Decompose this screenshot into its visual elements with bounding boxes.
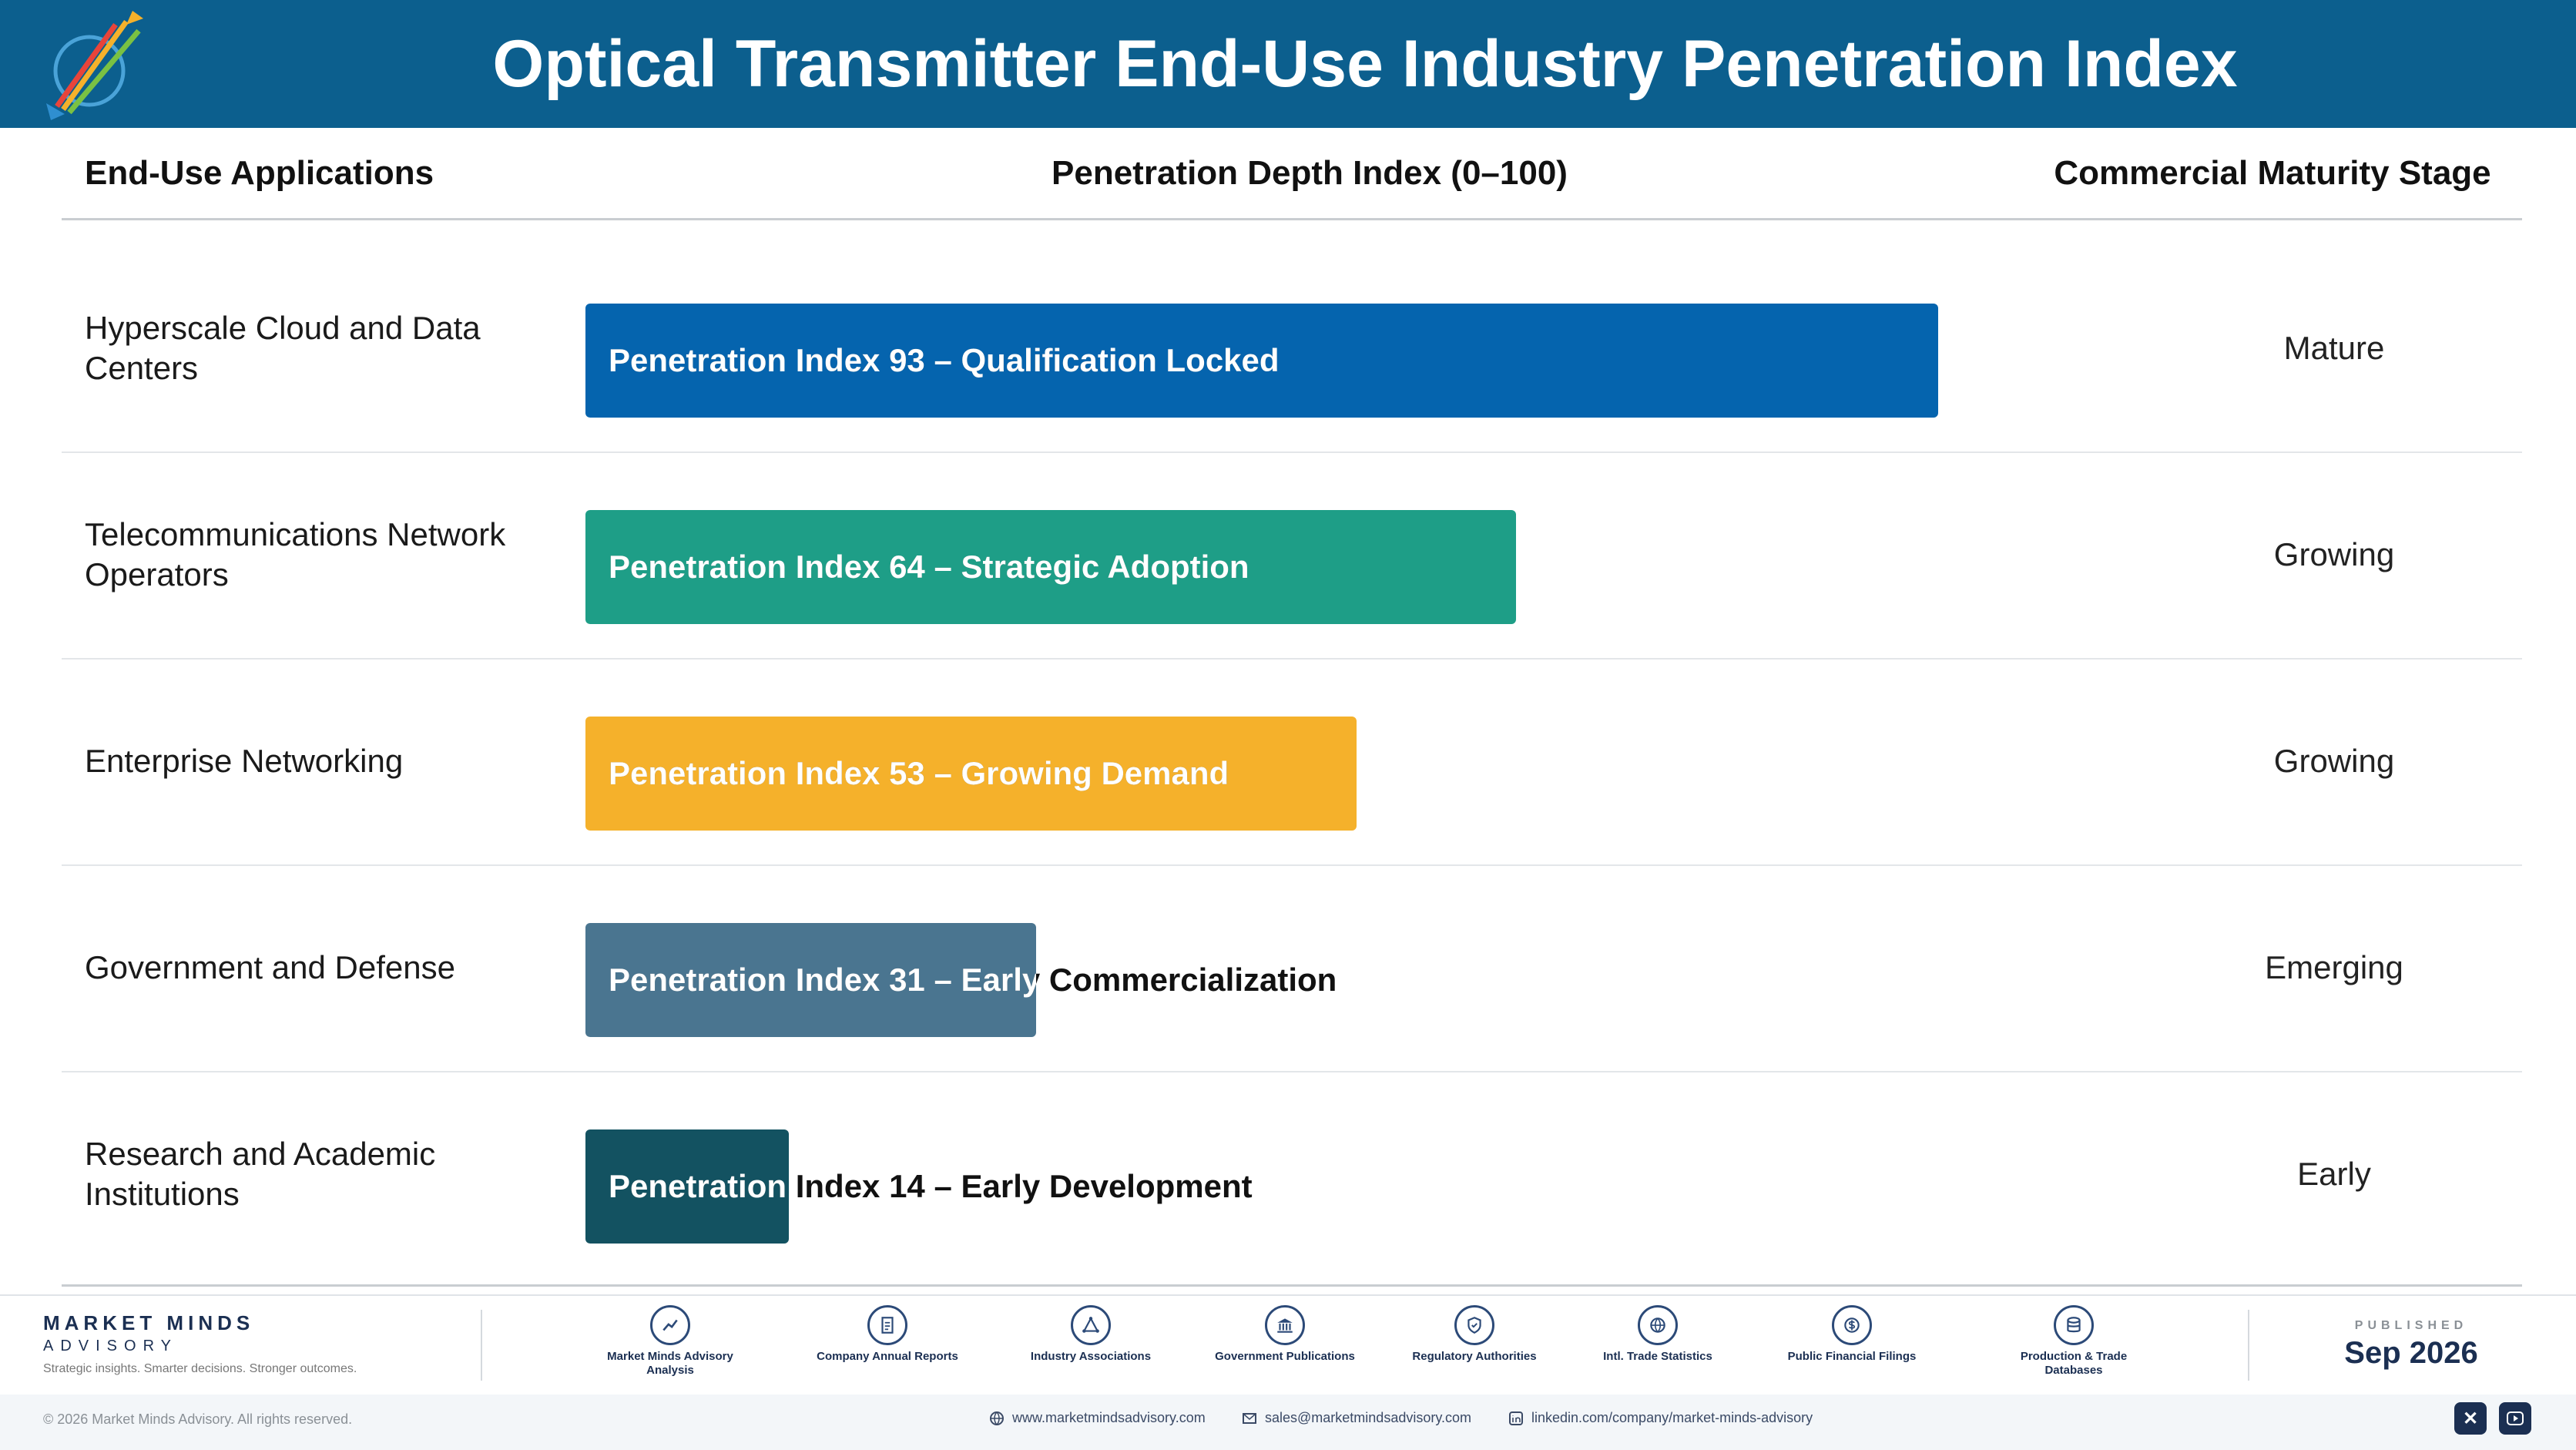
source-item: Government Publications bbox=[1212, 1305, 1358, 1364]
source-item: Intl. Trade Statistics bbox=[1585, 1305, 1731, 1364]
category-label: Government and Defense bbox=[85, 949, 455, 985]
category-label: Research and Academic Institutions bbox=[85, 1136, 436, 1212]
column-header-index: Penetration Depth Index (0–100) bbox=[1052, 154, 1568, 192]
network-icon bbox=[1071, 1305, 1111, 1345]
source-label: Government Publications bbox=[1215, 1350, 1355, 1363]
email-link[interactable]: sales@marketmindsadvisory.com bbox=[1242, 1410, 1471, 1426]
chart-row: Enterprise Networking Penetration Index 5… bbox=[62, 658, 2522, 864]
category-label: Enterprise Networking bbox=[85, 743, 404, 779]
website-link[interactable]: www.marketmindsadvisory.com bbox=[989, 1410, 1206, 1426]
linkedin-link[interactable]: linkedin.com/company/market-minds-adviso… bbox=[1508, 1410, 1813, 1426]
source-item: Regulatory Authorities bbox=[1401, 1305, 1548, 1364]
linkedin-icon bbox=[1509, 1411, 1523, 1425]
footer-sources-band: MARKET MINDS ADVISORY Strategic insights… bbox=[0, 1294, 2576, 1395]
dollar-coin-icon bbox=[1832, 1305, 1872, 1345]
bar bbox=[585, 1129, 789, 1244]
row-divider bbox=[62, 1071, 2522, 1072]
row-divider bbox=[62, 658, 2522, 660]
bar-value-label: Penetration Index 93 – Qualification Loc… bbox=[609, 342, 1280, 378]
source-label: Intl. Trade Statistics bbox=[1603, 1350, 1712, 1363]
bar-value-label-overlay: Penetration Index 53 – Growing Demand bbox=[609, 755, 1229, 791]
source-item: Industry Associations bbox=[1018, 1305, 1164, 1364]
bar bbox=[585, 717, 1357, 831]
maturity-stage: Growing bbox=[2273, 536, 2395, 572]
database-icon bbox=[2054, 1305, 2094, 1345]
source-label: Market Minds Advisory Analysis bbox=[607, 1350, 733, 1377]
source-item: Public Financial Filings bbox=[1779, 1305, 1925, 1364]
bar-value-label: Penetration Index 64 – Strategic Adoptio… bbox=[609, 549, 1249, 585]
website-text: www.marketmindsadvisory.com bbox=[1012, 1410, 1206, 1425]
source-item: Company Annual Reports bbox=[814, 1305, 961, 1364]
shield-icon bbox=[1454, 1305, 1494, 1345]
globe-icon bbox=[990, 1411, 1004, 1425]
maturity-stage: Mature bbox=[2283, 330, 2385, 366]
bar-value-label-overlay: Penetration Index 64 – Strategic Adoptio… bbox=[609, 549, 1249, 585]
chart-row: Hyperscale Cloud and Data Centers Penetra… bbox=[62, 245, 2522, 451]
column-header-applications: End-Use Applications bbox=[85, 154, 434, 192]
source-label: Industry Associations bbox=[1030, 1350, 1152, 1363]
brand-tagline: Strategic insights. Smarter decisions. S… bbox=[43, 1362, 357, 1375]
chart-line-icon bbox=[650, 1305, 690, 1345]
brand-subtitle: ADVISORY bbox=[43, 1338, 178, 1354]
x-social-icon[interactable]: ✕ bbox=[2454, 1402, 2487, 1435]
chart-bottom-divider bbox=[62, 1284, 2522, 1287]
source-label: Regulatory Authorities bbox=[1412, 1350, 1537, 1363]
linkedin-text: linkedin.com/company/market-minds-adviso… bbox=[1531, 1410, 1813, 1425]
category-label: Hyperscale Cloud and Data Centers bbox=[85, 310, 481, 386]
source-label: Production & Trade Databases bbox=[2020, 1350, 2128, 1377]
maturity-stage: Early bbox=[2297, 1156, 2371, 1192]
brand-name: MARKET MINDS bbox=[43, 1311, 255, 1334]
footer-divider bbox=[481, 1310, 482, 1381]
bar-value-label-overlay: Penetration Index 14 – Early Development bbox=[609, 1168, 789, 1204]
envelope-icon bbox=[1243, 1412, 1256, 1424]
globe-icon bbox=[1638, 1305, 1678, 1345]
published-date: Sep 2026 bbox=[2344, 1336, 2478, 1370]
bar-value-label: Penetration Index 53 – Growing Demand bbox=[609, 755, 1229, 791]
bar bbox=[585, 923, 1036, 1037]
email-text: sales@marketmindsadvisory.com bbox=[1265, 1410, 1472, 1425]
youtube-social-icon[interactable] bbox=[2499, 1402, 2531, 1435]
category-label: Telecommunications Network Operators bbox=[85, 516, 506, 592]
chart-row: Telecommunications Network Operators Pene… bbox=[62, 451, 2522, 658]
source-label: Company Annual Reports bbox=[817, 1350, 958, 1363]
column-header-stage: Commercial Maturity Stage bbox=[2054, 154, 2491, 192]
source-label: Public Financial Filings bbox=[1787, 1350, 1917, 1363]
header-divider bbox=[62, 218, 2522, 220]
chart-row: Research and Academic Institutions Penetr… bbox=[62, 1071, 2522, 1277]
document-icon bbox=[867, 1305, 907, 1345]
government-building-icon bbox=[1265, 1305, 1305, 1345]
published-label: PUBLISHED bbox=[2354, 1319, 2468, 1332]
page-title: Optical Transmitter End-Use Industry Pen… bbox=[492, 27, 2238, 101]
header-banner: Optical Transmitter End-Use Industry Pen… bbox=[0, 0, 2576, 128]
chart-row: Government and Defense Penetration Index … bbox=[62, 864, 2522, 1071]
footer-divider bbox=[2248, 1310, 2249, 1381]
source-item: Production & Trade Databases bbox=[2001, 1305, 2147, 1378]
bar-value-label: Penetration Index 14 – Early Development bbox=[609, 1168, 1253, 1204]
row-divider bbox=[62, 451, 2522, 453]
source-item: Market Minds Advisory Analysis bbox=[597, 1305, 743, 1378]
bar bbox=[585, 510, 1516, 624]
footer: MARKET MINDS ADVISORY Strategic insights… bbox=[0, 1294, 2576, 1450]
bar-value-label-overlay: Penetration Index 93 – Qualification Loc… bbox=[609, 342, 1280, 378]
row-divider bbox=[62, 864, 2522, 866]
bar-value-label: Penetration Index 31 – Early Commerciali… bbox=[609, 962, 1337, 998]
maturity-stage: Emerging bbox=[2265, 949, 2403, 985]
company-logo-icon bbox=[46, 11, 143, 120]
maturity-stage: Growing bbox=[2273, 743, 2395, 779]
bar bbox=[585, 304, 1938, 418]
copyright-text: © 2026 Market Minds Advisory. All rights… bbox=[43, 1411, 353, 1427]
bar-value-label-overlay: Penetration Index 31 – Early Commerciali… bbox=[609, 962, 1036, 998]
